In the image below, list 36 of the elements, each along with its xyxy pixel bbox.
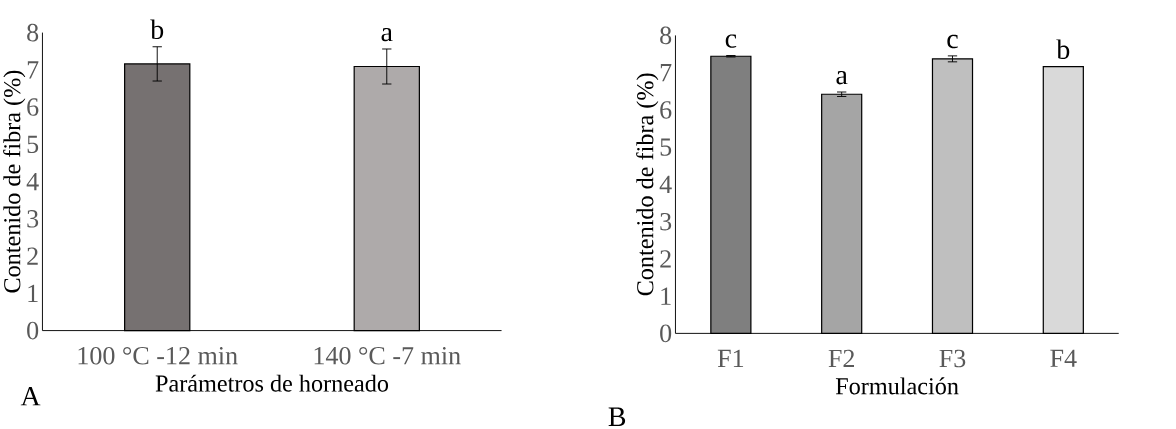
x-tick-label: F3 — [939, 349, 966, 368]
y-tick-label: 7 — [27, 61, 39, 79]
y-tick-label: 1 — [661, 287, 671, 305]
y-axis-title: Contenido de fibra (%) — [636, 73, 659, 296]
x-tick-label: F4 — [1050, 349, 1077, 367]
annotation: b — [150, 19, 164, 40]
annotation: b — [1056, 39, 1070, 59]
y-tick-label: 2 — [660, 250, 671, 268]
y-tick-label: 0 — [660, 324, 672, 343]
y-tick-label: 6 — [27, 98, 39, 116]
x-tick-label: F1 — [717, 349, 744, 367]
annotation: c — [947, 34, 958, 49]
x-tick-label: 140 °C -7 min — [314, 346, 461, 365]
annotation: c — [725, 34, 737, 48]
y-tick-label: 8 — [660, 26, 672, 45]
y-tick-label: 3 — [27, 210, 39, 228]
annotation: a — [381, 27, 393, 42]
text: A — [20, 386, 41, 406]
y-axis-title: Contenido de fibra (%) — [3, 70, 26, 293]
y-tick-label: 4 — [659, 175, 672, 193]
y-tick-label: 1 — [28, 284, 38, 302]
y-tick-label: 7 — [660, 64, 672, 82]
text: B — [608, 407, 626, 426]
y-tick-label: 5 — [27, 135, 39, 153]
annotation: a — [836, 70, 848, 85]
y-tick-label: 2 — [27, 247, 38, 265]
x-axis-title: Formulación — [835, 377, 959, 395]
x-tick-label: 100 °C -12 min — [78, 346, 238, 365]
x-tick-label: F2 — [828, 349, 855, 367]
y-tick-label: 6 — [660, 101, 672, 119]
y-tick-label: 4 — [26, 172, 39, 191]
y-tick-label: 5 — [660, 138, 672, 156]
y-tick-label: 3 — [660, 212, 672, 231]
y-tick-label: 0 — [27, 321, 39, 340]
y-tick-label: 8 — [27, 23, 39, 42]
x-axis-title: Parámetros de horneado — [155, 374, 389, 392]
